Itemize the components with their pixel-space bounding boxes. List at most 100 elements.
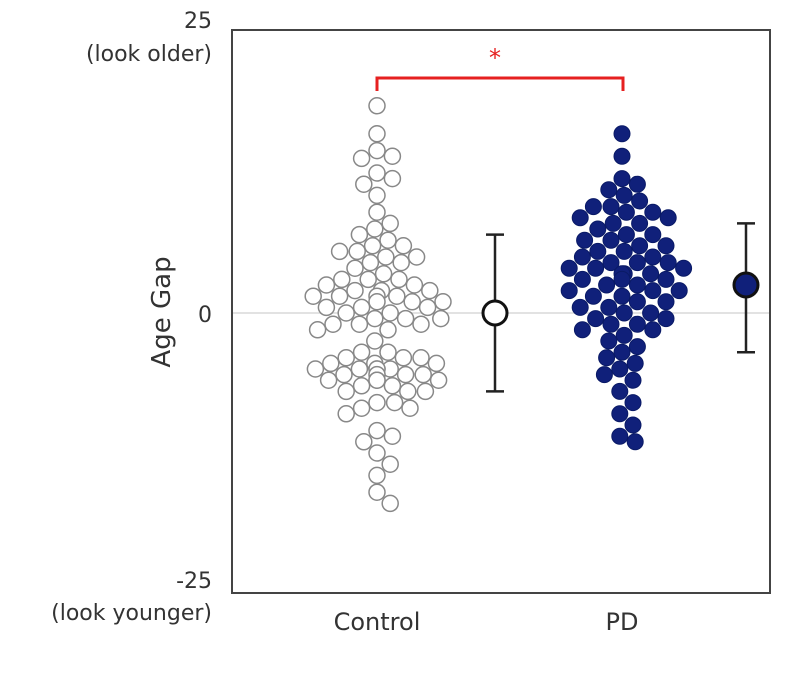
pd-point-4 <box>600 181 618 199</box>
control-point-89 <box>368 466 386 485</box>
control-point-28 <box>317 276 336 294</box>
control-point-8 <box>368 186 386 205</box>
control-point-41 <box>317 298 336 317</box>
control-point-79 <box>368 393 386 412</box>
control-point-73 <box>368 371 386 389</box>
control-point-68 <box>414 365 432 384</box>
control-point-26 <box>333 270 351 289</box>
control-point-91 <box>381 494 399 513</box>
pd-point-60 <box>613 343 631 361</box>
plot-area-frame <box>231 29 771 594</box>
pd-point-1 <box>613 147 631 165</box>
pd-point-46 <box>657 293 675 311</box>
pd-point-71 <box>626 433 644 451</box>
significance-asterisk: * <box>489 44 501 72</box>
control-point-0 <box>368 97 386 115</box>
pd-point-57 <box>615 326 633 344</box>
pd-point-40 <box>644 282 662 300</box>
pd-point-17 <box>644 226 662 244</box>
pd-point-66 <box>611 382 629 400</box>
pd-point-24 <box>644 248 662 266</box>
pd-point-58 <box>600 332 618 350</box>
control-point-38 <box>368 293 386 311</box>
pd-point-2 <box>613 170 631 188</box>
control-point-7 <box>355 175 373 193</box>
control-point-48 <box>412 315 430 333</box>
pd-point-61 <box>598 349 616 367</box>
pd-point-37 <box>613 270 631 288</box>
pd-point-3 <box>628 175 646 193</box>
pd-point-7 <box>602 198 620 216</box>
control-point-49 <box>324 315 342 333</box>
data-points-layer <box>304 97 693 513</box>
control-point-12 <box>350 225 369 244</box>
control-point-44 <box>366 309 384 328</box>
pd-point-12 <box>659 209 677 227</box>
pd-point-25 <box>573 248 591 266</box>
control-point-50 <box>379 321 397 339</box>
pd-point-63 <box>611 360 629 378</box>
control-point-21 <box>392 253 410 272</box>
control-point-1 <box>368 125 386 143</box>
pd-point-67 <box>624 394 642 412</box>
control-point-81 <box>352 399 371 417</box>
control-point-51 <box>308 321 327 339</box>
pd-point-23 <box>589 242 607 260</box>
control-point-55 <box>394 349 413 367</box>
control-point-6 <box>383 169 402 188</box>
control-point-11 <box>366 220 384 238</box>
control-point-43 <box>337 304 355 322</box>
pd-point-30 <box>560 259 578 277</box>
control-point-19 <box>407 248 426 266</box>
pd-point-54 <box>628 315 646 333</box>
control-point-88 <box>381 455 399 473</box>
pd-point-49 <box>615 304 633 322</box>
pd-point-29 <box>587 259 605 277</box>
control-point-3 <box>383 147 402 165</box>
control-point-36 <box>403 293 421 311</box>
y-tick-label-zero: 0 <box>198 303 212 328</box>
pd-point-28 <box>659 254 677 272</box>
pd-mean-marker <box>732 271 760 299</box>
control-point-46 <box>432 309 450 328</box>
control-point-77 <box>337 382 355 401</box>
control-point-40 <box>418 298 437 317</box>
pd-point-19 <box>576 231 594 249</box>
control-point-83 <box>337 405 355 423</box>
pd-point-18 <box>602 231 620 249</box>
control-point-30 <box>346 281 364 300</box>
control-point-2 <box>368 141 386 160</box>
control-point-90 <box>368 483 386 501</box>
pd-point-6 <box>631 192 649 210</box>
pd-point-53 <box>602 315 620 333</box>
control-point-86 <box>355 433 373 451</box>
control-point-5 <box>368 164 386 182</box>
pd-point-10 <box>644 203 662 221</box>
pd-point-31 <box>675 259 693 277</box>
x-category-label-control: Control <box>334 608 421 636</box>
control-point-84 <box>368 421 386 440</box>
control-point-31 <box>421 281 439 300</box>
pd-point-16 <box>617 226 635 244</box>
control-point-80 <box>385 393 404 412</box>
pd-point-52 <box>657 310 675 328</box>
control-point-13 <box>379 231 397 249</box>
control-point-16 <box>348 242 366 261</box>
control-point-17 <box>330 242 349 261</box>
control-point-56 <box>337 349 355 367</box>
pd-point-5 <box>615 186 633 204</box>
pd-point-9 <box>617 203 635 221</box>
control-point-10 <box>381 214 399 233</box>
significance-bracket <box>375 76 625 91</box>
pd-point-44 <box>584 287 602 305</box>
control-point-47 <box>350 315 369 333</box>
pd-point-62 <box>626 354 644 372</box>
pd-point-48 <box>571 298 589 316</box>
pd-point-33 <box>642 265 660 283</box>
control-mean-marker <box>481 299 509 327</box>
pd-point-0 <box>613 125 631 143</box>
summary-statistics-layer <box>481 222 760 393</box>
control-point-45 <box>396 309 415 328</box>
control-point-39 <box>352 298 371 317</box>
pd-point-35 <box>573 270 591 288</box>
